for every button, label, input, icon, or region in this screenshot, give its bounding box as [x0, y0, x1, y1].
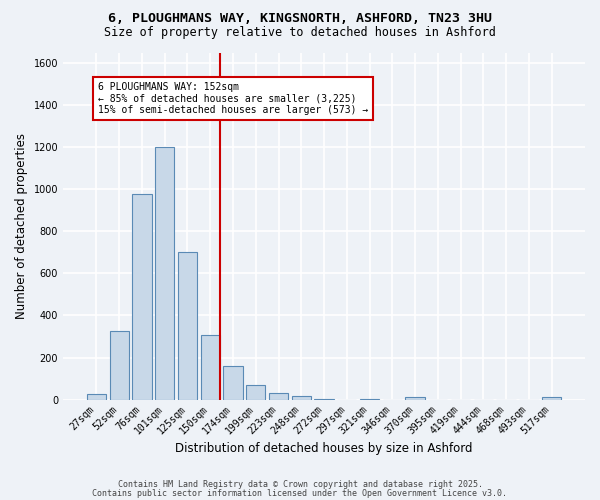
Bar	[314, 398, 334, 400]
Y-axis label: Number of detached properties: Number of detached properties	[15, 133, 28, 319]
Bar	[155, 147, 175, 400]
Text: 6 PLOUGHMANS WAY: 152sqm
← 85% of detached houses are smaller (3,225)
15% of sem: 6 PLOUGHMANS WAY: 152sqm ← 85% of detach…	[98, 82, 368, 115]
Bar	[542, 398, 561, 400]
Bar	[292, 396, 311, 400]
Bar	[223, 366, 242, 400]
X-axis label: Distribution of detached houses by size in Ashford: Distribution of detached houses by size …	[175, 442, 473, 455]
Text: Contains HM Land Registry data © Crown copyright and database right 2025.: Contains HM Land Registry data © Crown c…	[118, 480, 482, 489]
Bar	[200, 336, 220, 400]
Bar	[406, 398, 425, 400]
Bar	[178, 252, 197, 400]
Text: Size of property relative to detached houses in Ashford: Size of property relative to detached ho…	[104, 26, 496, 39]
Bar	[360, 398, 379, 400]
Bar	[132, 194, 152, 400]
Text: Contains public sector information licensed under the Open Government Licence v3: Contains public sector information licen…	[92, 488, 508, 498]
Bar	[110, 331, 129, 400]
Bar	[246, 385, 265, 400]
Bar	[87, 394, 106, 400]
Text: 6, PLOUGHMANS WAY, KINGSNORTH, ASHFORD, TN23 3HU: 6, PLOUGHMANS WAY, KINGSNORTH, ASHFORD, …	[108, 12, 492, 26]
Bar	[269, 394, 288, 400]
